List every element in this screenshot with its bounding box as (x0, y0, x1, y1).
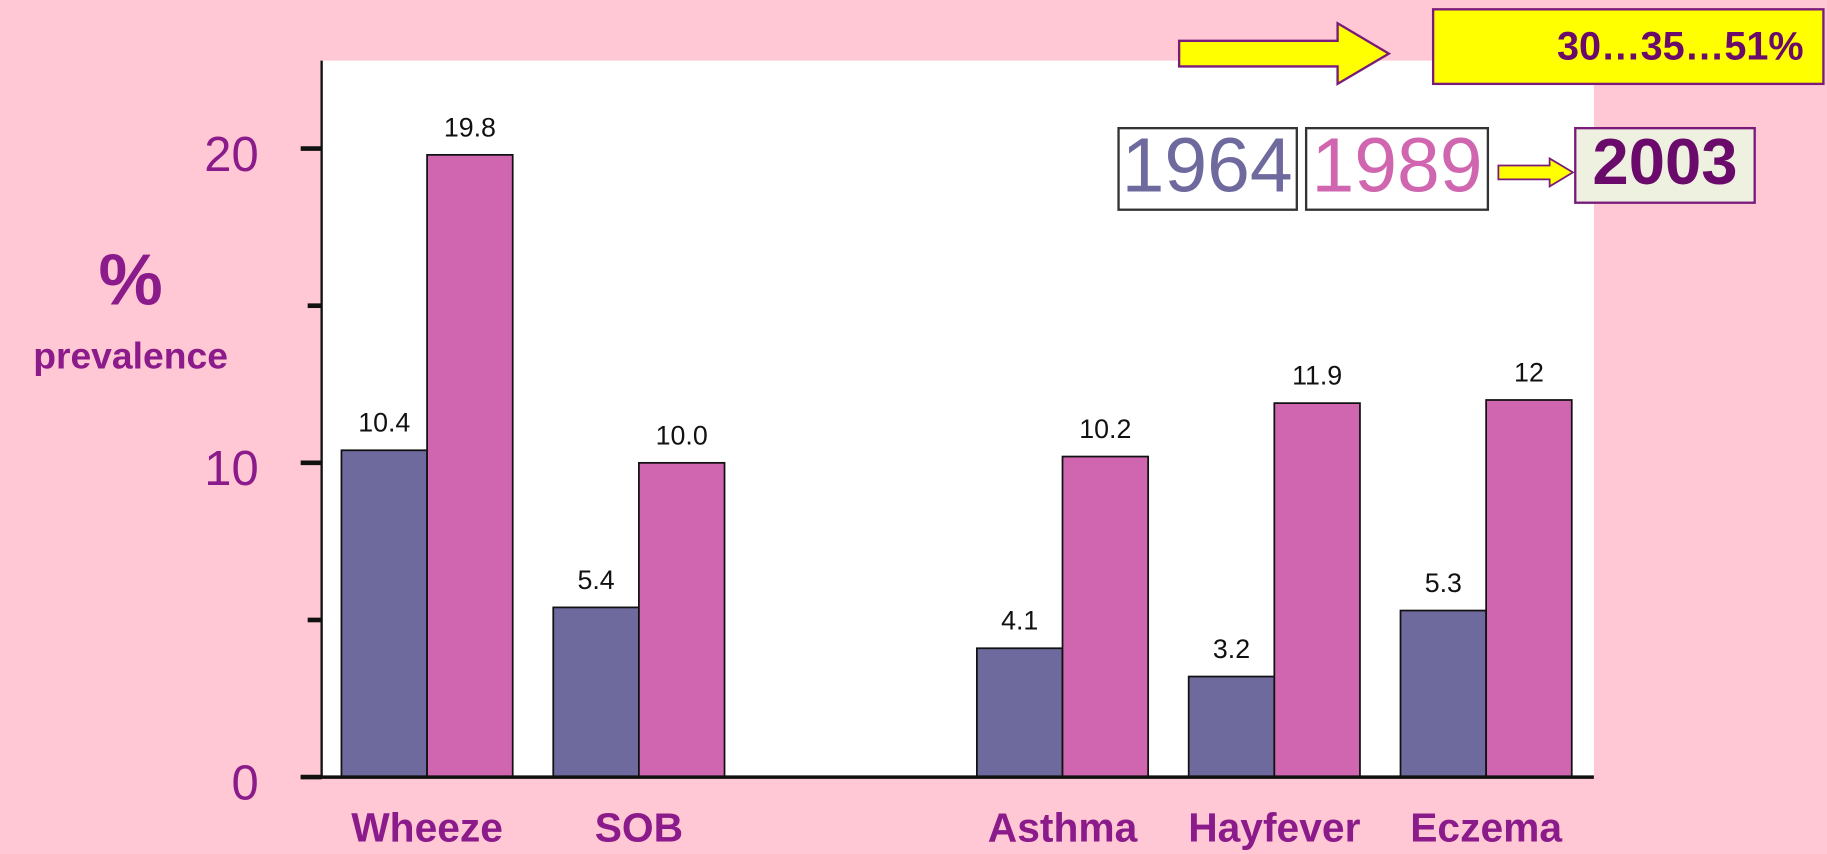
legend-label: 1989 (1311, 123, 1482, 209)
bar (1187, 675, 1276, 778)
x-tick-label: SOB (595, 804, 683, 850)
x-tick-label: Eczema (1410, 804, 1562, 850)
bar (552, 606, 640, 778)
annotation: 30…35…51% (1557, 24, 1804, 68)
x-tick-label: Wheeze (351, 804, 503, 850)
legend-box (1304, 126, 1490, 211)
y-tick-label: 0 (232, 756, 259, 810)
arrow (1497, 156, 1575, 188)
annotation: 2003 (1592, 125, 1737, 198)
y-tick-label: 10 (204, 442, 258, 496)
bar (1061, 455, 1150, 778)
bar (976, 647, 1064, 778)
data-label: 5.3 (1425, 568, 1462, 598)
bar (1273, 402, 1361, 778)
bar (340, 449, 428, 778)
data-label: 5.4 (577, 565, 614, 595)
data-label: 11.9 (1292, 361, 1342, 391)
bar (638, 461, 726, 778)
data-label: 19.8 (444, 112, 496, 142)
data-label: 10.4 (358, 408, 410, 438)
annotation-box (1574, 126, 1756, 204)
bar (1485, 399, 1573, 778)
bar (426, 153, 514, 778)
data-label: 10.2 (1079, 414, 1131, 444)
arrow (1177, 21, 1392, 86)
data-label: 12 (1514, 357, 1544, 387)
y-tick-label: 20 (204, 128, 258, 182)
data-label: 10.0 (656, 420, 708, 450)
annotation-box (1431, 8, 1825, 86)
data-label: 3.2 (1213, 634, 1250, 664)
legend-box (1117, 126, 1298, 211)
y-axis-label: % (98, 241, 162, 321)
legend-label: 1964 (1122, 123, 1293, 209)
data-label: 4.1 (1001, 606, 1038, 636)
bar (1399, 609, 1488, 778)
x-tick-label: Hayfever (1188, 804, 1360, 850)
y-axis-sublabel: prevalence (33, 335, 228, 377)
x-tick-label: Asthma (988, 804, 1138, 850)
